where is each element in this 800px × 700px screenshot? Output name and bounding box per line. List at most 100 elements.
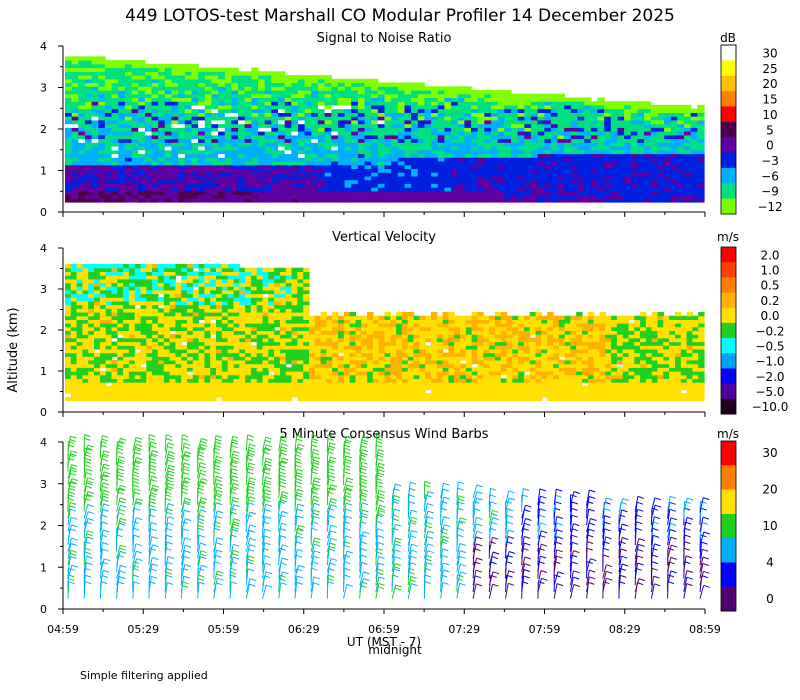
- vv-cell: [198, 389, 205, 394]
- vv-cell: [192, 275, 200, 280]
- snr-cell: [71, 168, 79, 173]
- vv-cell: [279, 297, 287, 302]
- snr-cell: [218, 157, 226, 162]
- snr-cell: [597, 104, 605, 110]
- vv-cell: [94, 289, 101, 295]
- vv-cell: [157, 363, 165, 368]
- snr-cell: [151, 112, 159, 117]
- snr-cell: [98, 90, 106, 95]
- vv-cell: [326, 326, 333, 331]
- vv-cell: [181, 271, 188, 276]
- vv-cell: [256, 367, 264, 372]
- snr-cell: [617, 161, 625, 166]
- snr-cell: [131, 104, 139, 110]
- snr-cell: [271, 134, 279, 140]
- vv-cell: [250, 352, 258, 357]
- vv-cell: [274, 289, 281, 295]
- snr-cell: [644, 161, 652, 166]
- vv-cell: [181, 326, 188, 331]
- snr-cell: [537, 116, 545, 121]
- vv-cell: [332, 378, 339, 383]
- snr-cell: [590, 131, 599, 136]
- snr-cell: [178, 187, 186, 192]
- vv-cell: [233, 326, 240, 331]
- vv-cell: [146, 297, 153, 302]
- vv-cell: [268, 374, 275, 379]
- snr-cell: [351, 93, 359, 98]
- vv-cell: [216, 334, 223, 339]
- vv-cell: [192, 304, 200, 309]
- vv-cell: [349, 378, 356, 383]
- snr-cell: [191, 190, 199, 196]
- snr-cell: [171, 86, 179, 91]
- vv-cell: [76, 378, 83, 383]
- snr-cell: [464, 101, 472, 106]
- snr-cell: [91, 116, 99, 121]
- snr-cell: [484, 142, 492, 147]
- snr-cell: [91, 119, 99, 125]
- snr-cell: [424, 93, 432, 98]
- vv-cell: [332, 323, 339, 328]
- snr-cell: [530, 138, 539, 143]
- snr-cell: [344, 134, 352, 140]
- vv-cell: [303, 337, 310, 343]
- legend-swatch: [721, 137, 736, 154]
- vv-cell: [134, 345, 142, 350]
- vv-cell: [210, 367, 217, 372]
- snr-cell: [65, 104, 73, 110]
- vv-cell: [128, 278, 136, 284]
- vv-cell: [372, 389, 380, 394]
- vv-cell: [169, 304, 176, 309]
- snr-cell: [317, 97, 326, 102]
- snr-cell: [71, 179, 79, 184]
- snr-cell: [610, 190, 619, 196]
- snr-cell: [577, 97, 585, 102]
- vv-cell: [309, 315, 316, 320]
- snr-cell: [131, 138, 139, 143]
- snr-cell: [684, 119, 692, 125]
- snr-cell: [298, 116, 306, 121]
- snr-cell: [464, 142, 472, 147]
- snr-cell: [491, 123, 499, 128]
- vv-cell: [297, 315, 304, 320]
- vv-cell: [152, 348, 159, 354]
- vv-cell: [332, 319, 339, 324]
- vv-cell: [94, 282, 101, 287]
- vv-cell: [105, 385, 113, 391]
- snr-cell: [111, 75, 119, 80]
- snr-cell: [630, 123, 639, 128]
- snr-cell: [377, 168, 386, 173]
- snr-cell: [151, 104, 159, 110]
- snr-cell: [231, 131, 239, 136]
- vv-cell: [378, 367, 386, 372]
- snr-cell: [570, 175, 579, 181]
- snr-cell: [444, 127, 452, 132]
- snr-cell: [670, 175, 678, 181]
- vv-cell: [233, 275, 240, 280]
- snr-cell: [271, 131, 279, 136]
- snr-cell: [417, 123, 426, 128]
- snr-cell: [98, 146, 106, 151]
- snr-cell: [204, 67, 213, 72]
- snr-cell: [444, 161, 452, 166]
- snr-cell: [544, 179, 552, 184]
- snr-cell: [291, 172, 299, 177]
- snr-cell: [550, 101, 559, 106]
- vv-cell: [175, 271, 182, 276]
- snr-cell: [304, 90, 312, 95]
- snr-cell: [164, 75, 173, 80]
- snr-cell: [158, 153, 166, 158]
- snr-cell: [85, 198, 93, 203]
- snr-cell: [517, 93, 525, 98]
- snr-cell: [444, 112, 452, 117]
- vv-cell: [175, 315, 182, 320]
- snr-cell: [198, 172, 206, 177]
- snr-cell: [557, 198, 565, 203]
- snr-cell: [218, 93, 226, 98]
- snr-cell: [457, 134, 465, 140]
- snr-cell: [597, 164, 605, 169]
- snr-cell: [677, 198, 685, 203]
- snr-cell: [104, 187, 113, 192]
- vv-cell: [105, 374, 113, 379]
- snr-cell: [384, 134, 392, 140]
